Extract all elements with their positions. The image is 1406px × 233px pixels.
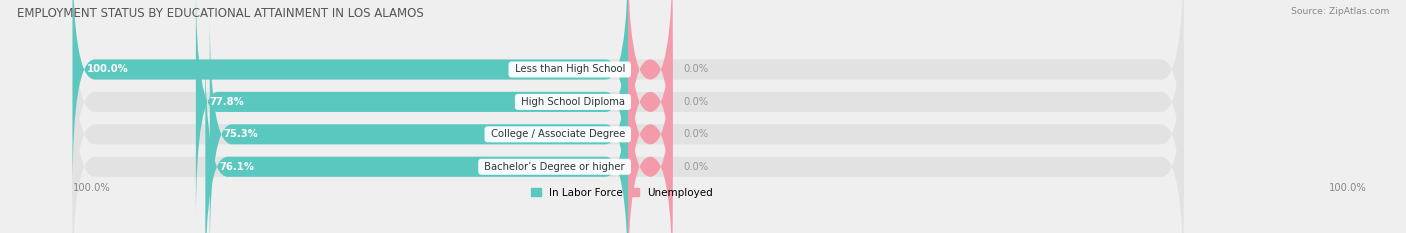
FancyBboxPatch shape bbox=[628, 0, 672, 222]
FancyBboxPatch shape bbox=[195, 0, 628, 222]
FancyBboxPatch shape bbox=[73, 0, 1184, 222]
Text: 100.0%: 100.0% bbox=[1329, 183, 1367, 193]
Legend: In Labor Force, Unemployed: In Labor Force, Unemployed bbox=[531, 188, 713, 198]
Text: 77.8%: 77.8% bbox=[209, 97, 245, 107]
FancyBboxPatch shape bbox=[628, 15, 672, 233]
Text: 0.0%: 0.0% bbox=[683, 162, 709, 172]
FancyBboxPatch shape bbox=[205, 47, 628, 233]
Text: 76.1%: 76.1% bbox=[219, 162, 254, 172]
FancyBboxPatch shape bbox=[628, 47, 672, 233]
FancyBboxPatch shape bbox=[73, 15, 1184, 233]
Text: High School Diploma: High School Diploma bbox=[517, 97, 628, 107]
Text: Source: ZipAtlas.com: Source: ZipAtlas.com bbox=[1291, 7, 1389, 16]
FancyBboxPatch shape bbox=[73, 0, 628, 189]
Text: 75.3%: 75.3% bbox=[224, 129, 259, 139]
Text: College / Associate Degree: College / Associate Degree bbox=[488, 129, 628, 139]
Text: Bachelor’s Degree or higher: Bachelor’s Degree or higher bbox=[481, 162, 628, 172]
FancyBboxPatch shape bbox=[209, 15, 628, 233]
FancyBboxPatch shape bbox=[628, 0, 672, 189]
Text: 100.0%: 100.0% bbox=[86, 65, 128, 75]
Text: 0.0%: 0.0% bbox=[683, 65, 709, 75]
FancyBboxPatch shape bbox=[73, 47, 1184, 233]
Text: 0.0%: 0.0% bbox=[683, 129, 709, 139]
Text: 0.0%: 0.0% bbox=[683, 97, 709, 107]
Text: 100.0%: 100.0% bbox=[73, 183, 110, 193]
FancyBboxPatch shape bbox=[73, 0, 1184, 189]
Text: EMPLOYMENT STATUS BY EDUCATIONAL ATTAINMENT IN LOS ALAMOS: EMPLOYMENT STATUS BY EDUCATIONAL ATTAINM… bbox=[17, 7, 423, 20]
Text: Less than High School: Less than High School bbox=[512, 65, 628, 75]
